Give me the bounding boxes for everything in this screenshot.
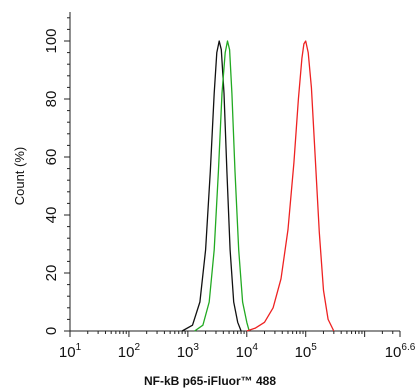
x-tick-label: 102 [118,342,141,361]
y-axis-title: Count (%) [12,147,27,206]
x-tick-exponent: 6.6 [401,342,415,353]
y-tick-label: 40 [43,207,60,224]
histogram-series-3 [246,40,335,332]
x-tick-base: 10 [295,344,312,361]
x-tick-base: 10 [385,344,402,361]
x-tick-base: 10 [236,344,253,361]
x-tick-label: 103 [177,342,200,361]
series-layer [181,40,335,332]
y-tick-label: 100 [43,28,60,53]
x-tick-exponent: 1 [76,342,82,353]
x-axis-title: NF-kB p65-iFluor™ 488 [144,374,276,388]
y-tick-label: 20 [43,265,60,282]
x-tick-label: 104 [236,342,259,361]
x-tick-exponent: 2 [134,342,140,353]
x-tick-base: 10 [59,344,76,361]
x-tick-label: 106.6 [385,342,416,361]
x-tick-label: 101 [59,342,82,361]
x-tick-base: 10 [177,344,194,361]
x-tick-exponent: 5 [311,342,317,353]
y-tick-label: 60 [43,149,60,166]
x-tick-label: 105 [295,342,318,361]
y-tick-label: 0 [43,327,60,335]
histogram-series-2 [194,40,250,332]
y-tick-label: 80 [43,91,60,108]
plot-axes [64,12,401,337]
x-tick-exponent: 4 [252,342,258,353]
histogram-series-1 [181,40,242,332]
x-tick-exponent: 3 [193,342,199,353]
x-tick-base: 10 [118,344,135,361]
